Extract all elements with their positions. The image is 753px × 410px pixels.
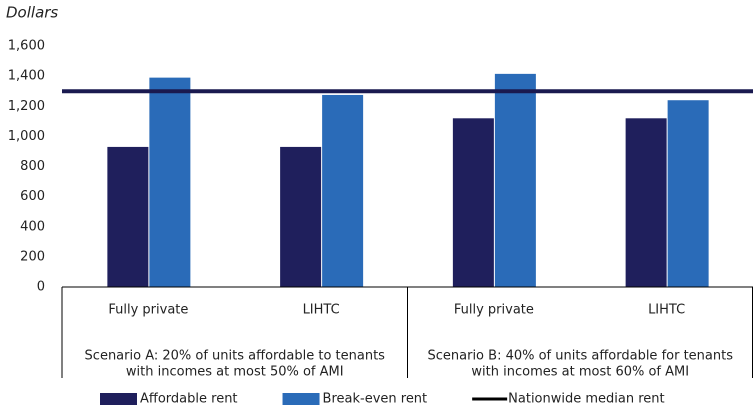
y-tick-label: 1,000 <box>8 129 45 144</box>
bar <box>322 94 364 287</box>
group-label: Scenario A: 20% of units affordable to t… <box>85 349 386 364</box>
group-label: with incomes at most 60% of AMI <box>471 365 689 380</box>
y-tick-label: 1,400 <box>8 69 45 84</box>
y-axis-label: Dollars <box>6 4 58 22</box>
bar <box>280 146 322 287</box>
group-label: with incomes at most 50% of AMI <box>126 365 344 380</box>
bar <box>452 118 494 287</box>
x-tick-label: Fully private <box>108 303 188 318</box>
bar <box>494 73 536 287</box>
bar <box>149 77 191 287</box>
bar <box>107 146 149 287</box>
y-tick-label: 600 <box>20 189 45 204</box>
legend-label: Break-even rent <box>323 392 428 407</box>
y-tick-label: 0 <box>37 280 45 295</box>
legend-label: Nationwide median rent <box>508 392 664 407</box>
y-tick-label: 800 <box>20 159 45 174</box>
legend-label: Affordable rent <box>140 392 238 407</box>
x-tick-label: LIHTC <box>303 303 340 318</box>
x-tick-label: LIHTC <box>648 303 685 318</box>
bar <box>667 100 709 287</box>
legend-swatch <box>100 393 137 405</box>
legend-swatch <box>282 393 320 405</box>
y-tick-label: 200 <box>20 249 45 264</box>
y-tick-label: 1,600 <box>8 39 45 54</box>
x-tick-label: Fully private <box>454 303 534 318</box>
y-tick-label: 400 <box>20 219 45 234</box>
y-tick-label: 1,200 <box>8 99 45 114</box>
bar <box>625 118 667 287</box>
group-label: Scenario B: 40% of units affordable for … <box>428 349 734 364</box>
